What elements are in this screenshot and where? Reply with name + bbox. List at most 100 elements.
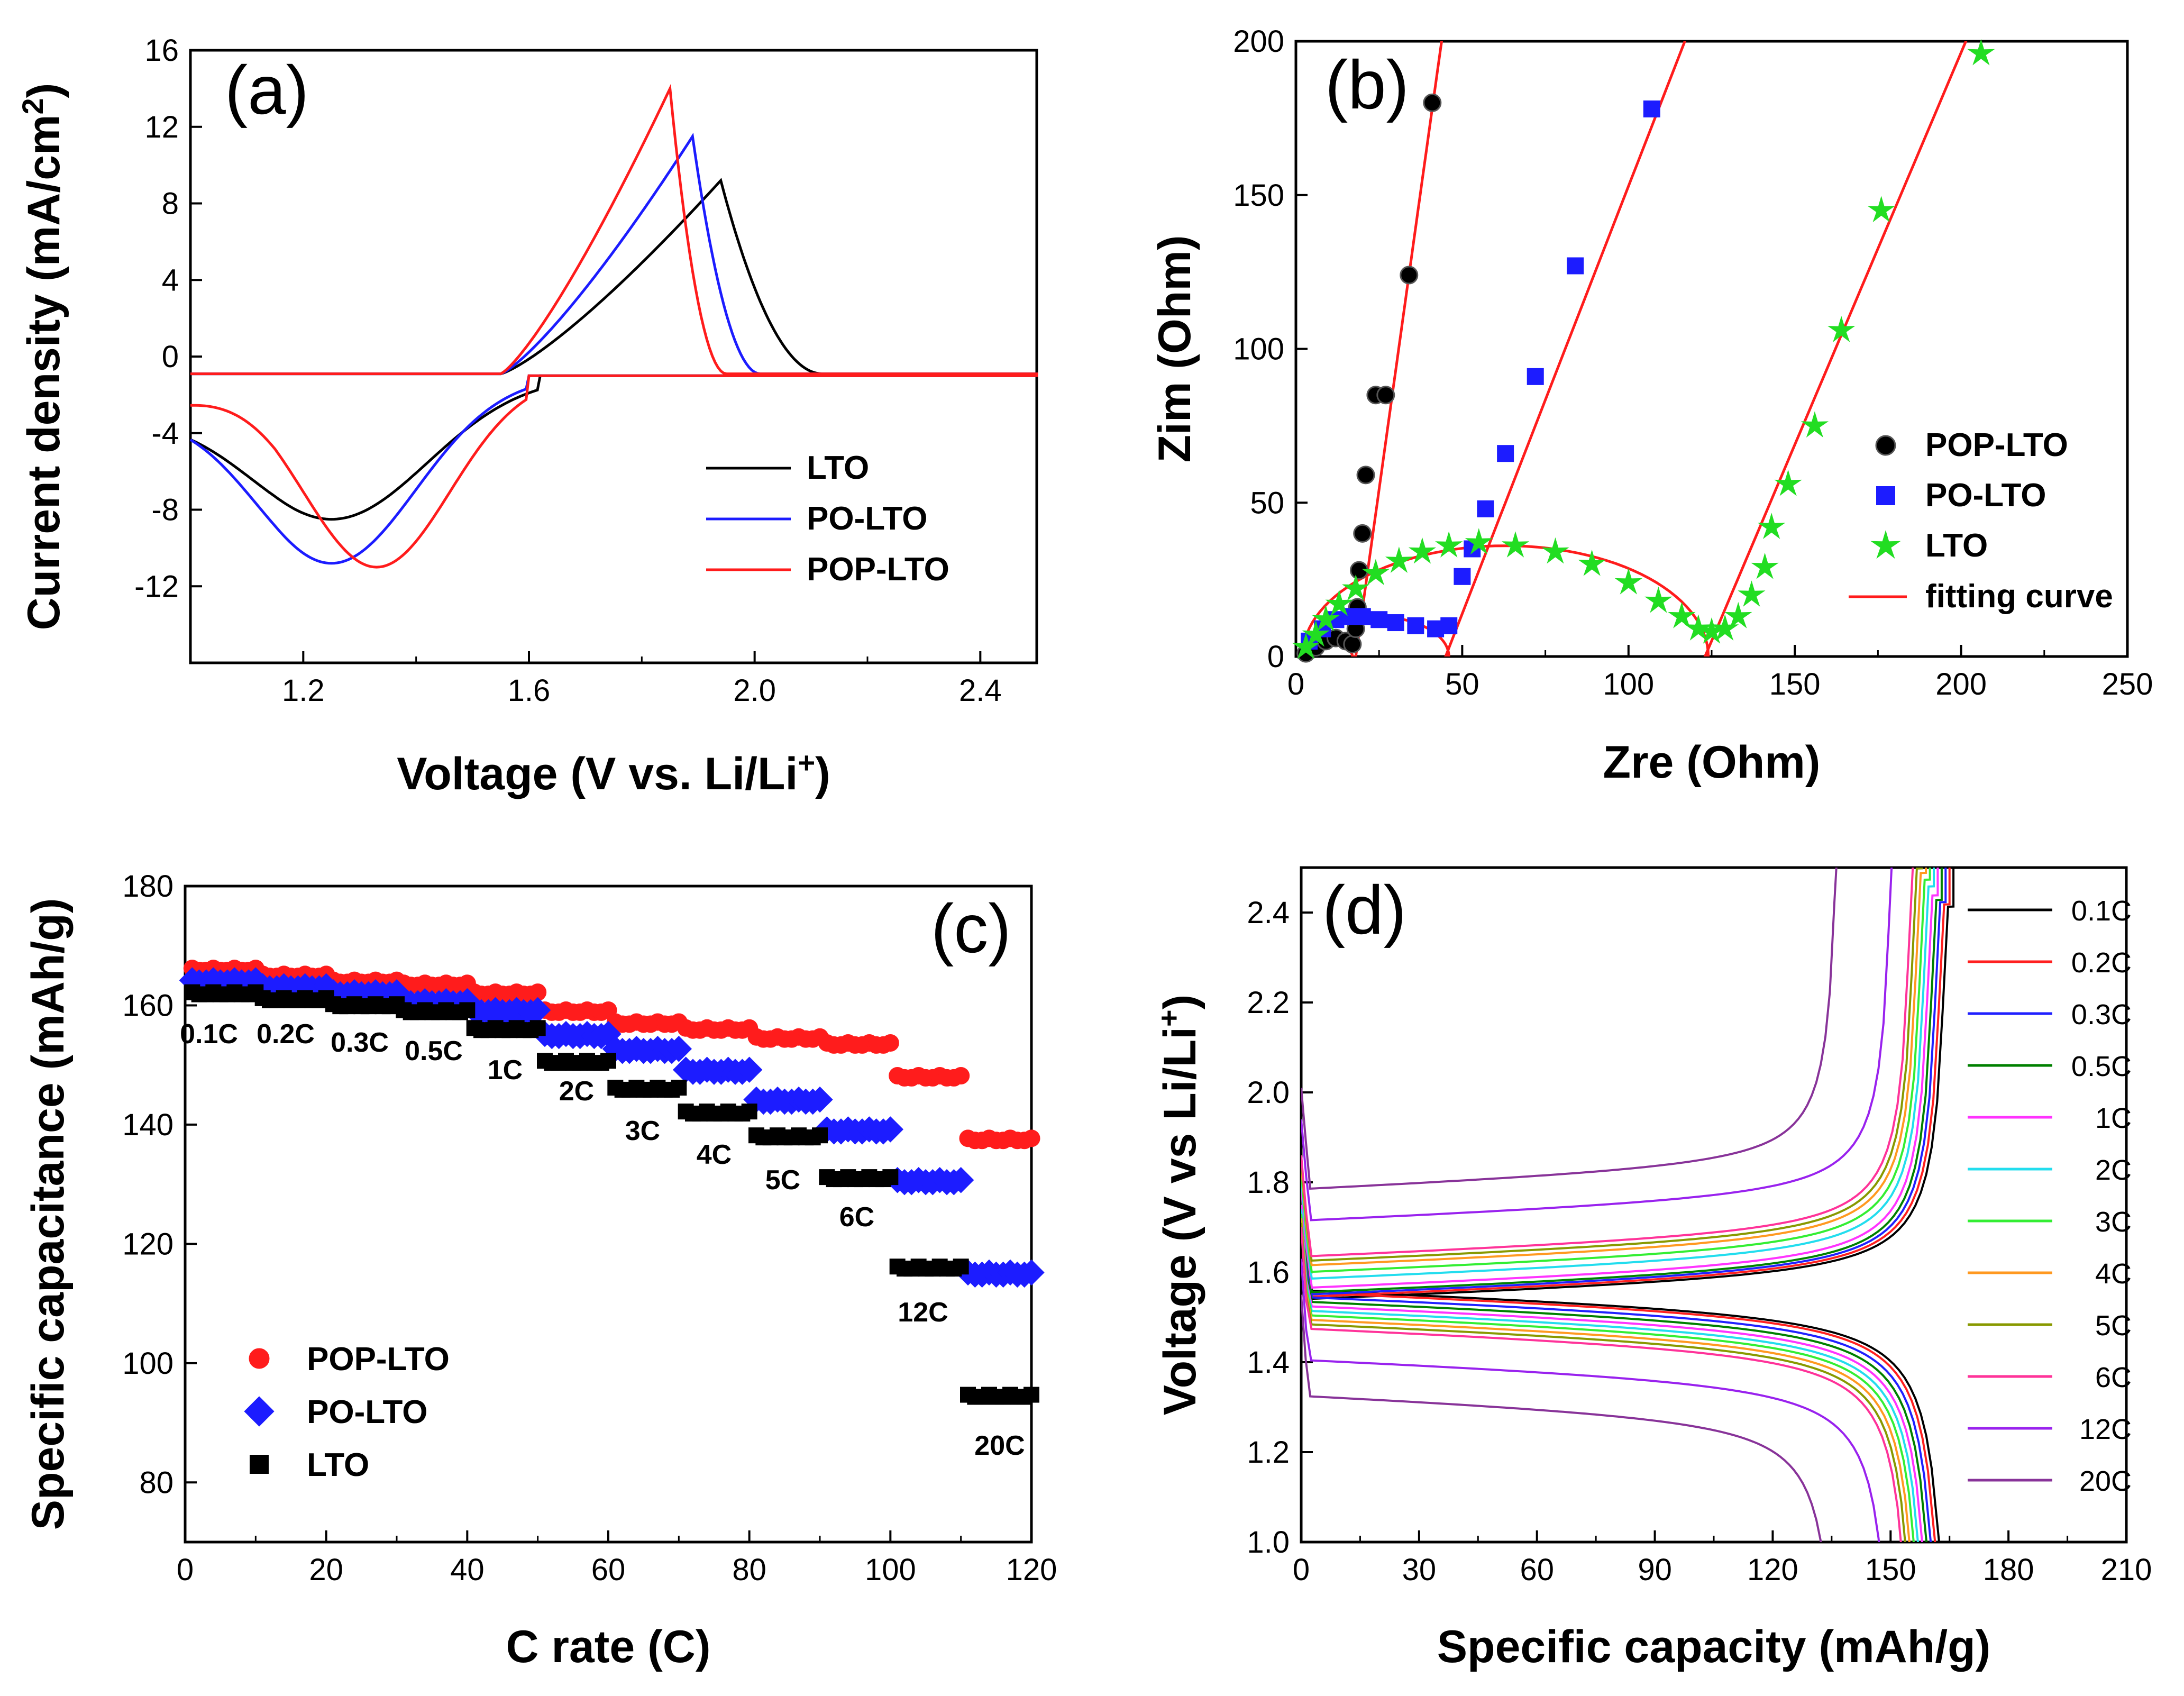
discharge-curve xyxy=(1301,1259,1880,1542)
rate-label: 0.1C xyxy=(180,1019,238,1050)
data-point xyxy=(1477,500,1494,517)
legend-label: POP-LTO xyxy=(1925,427,2068,463)
data-point xyxy=(947,1167,974,1193)
x-tick-label: 90 xyxy=(1638,1553,1672,1587)
data-point xyxy=(1827,316,1856,342)
y-tick-label: 150 xyxy=(1233,178,1284,213)
charge-curve xyxy=(1301,868,1838,1190)
x-tick-label: 1.6 xyxy=(508,673,551,708)
data-point xyxy=(881,1034,899,1052)
data-point xyxy=(1614,568,1642,595)
panel-d: 0 30 60 90 120 150 180 210 1.0 1.2 1.4 1.6 1.8 2.0 2.2… xyxy=(1152,866,2152,1672)
data-point xyxy=(1292,633,1320,659)
data-point xyxy=(1018,1259,1045,1286)
y-tick-label: 160 xyxy=(122,988,173,1023)
charge-curve xyxy=(1301,868,1939,1289)
rate-label: 3C xyxy=(625,1116,660,1146)
x-tick-label: 2.0 xyxy=(733,673,776,708)
data-point xyxy=(1342,574,1370,601)
legend-label: 12C xyxy=(2079,1414,2132,1445)
y-tick-label: 0 xyxy=(162,340,179,374)
panel-a: 1.2 1.6 2.0 2.4 -12 -8 -4 0 4 8 12 16 LTO PO-LTO POP-L… xyxy=(16,33,1038,800)
y-tick-label: 120 xyxy=(122,1227,173,1261)
y-tick-label: 2.4 xyxy=(1247,896,1290,930)
legend-label: 1C xyxy=(2095,1102,2132,1134)
x-tick-label: 1.2 xyxy=(282,673,325,708)
data-point xyxy=(1343,635,1362,654)
x-tick-label: 100 xyxy=(865,1553,916,1587)
y-tick-label: 16 xyxy=(144,33,179,68)
data-point xyxy=(1711,614,1739,641)
y-tick-label: 12 xyxy=(144,110,179,144)
data-point xyxy=(1567,257,1584,275)
cv-curve-pop-lto xyxy=(190,84,1038,569)
data-point xyxy=(1541,537,1569,564)
charge-curve xyxy=(1301,868,1914,1257)
x-tick-label: 80 xyxy=(732,1553,766,1587)
data-point xyxy=(1356,466,1375,485)
discharge-curve xyxy=(1301,1209,1919,1542)
data-point xyxy=(807,1086,833,1113)
y-axis-label: Current density (mA/cm2) xyxy=(16,83,70,631)
data-point xyxy=(1758,513,1786,539)
x-tick-label: 0 xyxy=(1293,1553,1310,1587)
plot-frame xyxy=(1294,40,2129,658)
data-point xyxy=(1751,552,1779,579)
y-tick-label: -4 xyxy=(151,416,179,451)
data-point xyxy=(600,1053,616,1069)
y-tick-label: 1.6 xyxy=(1247,1255,1290,1290)
legend-label: 0.2C xyxy=(2071,947,2132,979)
data-point xyxy=(953,1259,969,1275)
rate-label: 2C xyxy=(559,1076,594,1107)
charge-curve xyxy=(1301,868,1947,1296)
data-point xyxy=(1668,601,1696,628)
legend-label: 3C xyxy=(2095,1206,2132,1238)
rate-label: 4C xyxy=(697,1139,732,1170)
x-axis-label-part: ) xyxy=(815,749,830,799)
rate-label: 20C xyxy=(974,1430,1025,1461)
x-tick-label: 180 xyxy=(1983,1553,2034,1587)
panel-label: (a) xyxy=(225,51,309,129)
legend-label: LTO xyxy=(307,1447,369,1483)
legend-label: 20C xyxy=(2079,1465,2132,1497)
data-point xyxy=(524,997,551,1024)
y-axis-label-part: Voltage (V vs Li/Li xyxy=(1155,1027,1205,1415)
data-point xyxy=(952,1066,970,1084)
legend-label: 0.3C xyxy=(2071,999,2132,1031)
charge-curve xyxy=(1301,868,1893,1221)
legend-label: POP-LTO xyxy=(307,1341,450,1378)
rate-label: 12C xyxy=(898,1297,948,1328)
legend-marker xyxy=(244,1396,275,1427)
data-point xyxy=(1967,39,1995,66)
x-tick-label: 30 xyxy=(1402,1553,1437,1587)
data-point xyxy=(1867,196,1895,223)
y-tick-label: 100 xyxy=(122,1346,173,1381)
panel-label: (c) xyxy=(931,890,1011,967)
data-point xyxy=(1024,1387,1039,1403)
x-tick-label: 0 xyxy=(177,1553,194,1587)
y-tick-label: 4 xyxy=(162,263,179,297)
x-axis-label: Zre (Ohm) xyxy=(1603,737,1821,788)
charge-curve xyxy=(1301,868,1935,1280)
x-axis-label-part: Voltage (V vs. Li/Li xyxy=(397,749,798,799)
data-point xyxy=(671,1080,687,1096)
data-point xyxy=(1774,469,1802,496)
data-point xyxy=(1302,620,1330,647)
data-point xyxy=(736,1056,763,1083)
data-point xyxy=(1801,411,1829,438)
legend-marker xyxy=(1875,435,1896,456)
y-axis-label-part: Current density (mA/cm xyxy=(19,114,69,630)
x-axis-label: Voltage (V vs. Li/Li+) xyxy=(397,746,830,800)
rate-label: 5C xyxy=(765,1165,800,1196)
data-point xyxy=(1387,614,1404,632)
x-axis-label-part: + xyxy=(798,746,815,779)
charge-curve xyxy=(1301,868,1923,1262)
y-tick-label: 100 xyxy=(1233,332,1284,367)
rate-label: 0.2C xyxy=(257,1019,315,1050)
data-point xyxy=(459,1002,476,1018)
legend-marker xyxy=(250,1455,269,1474)
data-point xyxy=(1400,266,1419,285)
data-point xyxy=(1353,524,1372,543)
charge-curve xyxy=(1301,868,1951,1298)
